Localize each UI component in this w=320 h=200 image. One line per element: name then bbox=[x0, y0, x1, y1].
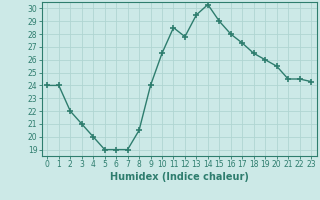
X-axis label: Humidex (Indice chaleur): Humidex (Indice chaleur) bbox=[110, 172, 249, 182]
